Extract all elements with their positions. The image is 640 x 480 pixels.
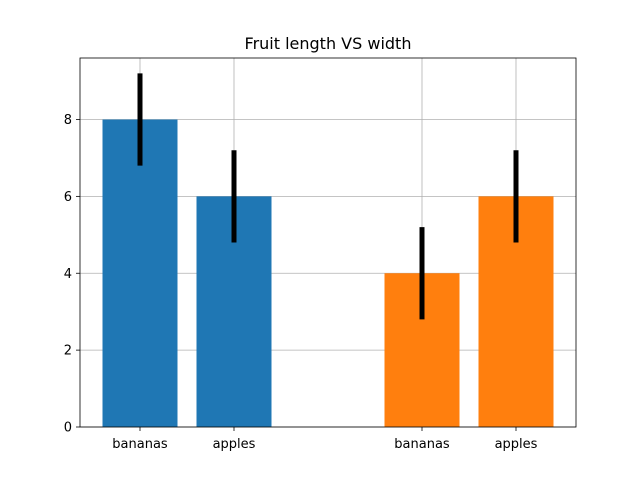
plot-frame <box>79 57 577 428</box>
y-tick-label: 8 <box>64 113 72 128</box>
bar-bananas <box>102 119 178 427</box>
y-tick-label: 4 <box>64 267 72 282</box>
chart-title: Fruit length VS width <box>245 34 412 53</box>
x-tick-label: apples <box>495 437 538 452</box>
x-tick-label: bananas <box>394 437 450 452</box>
x-tick-label: bananas <box>112 437 168 452</box>
bars <box>102 119 554 427</box>
y-tick-label: 6 <box>64 190 72 205</box>
x-tick-label: apples <box>213 437 256 452</box>
y-tick-label: 2 <box>64 344 72 359</box>
axes: 0 2 4 6 8 bananas apples bananas apples <box>64 57 577 452</box>
y-tick-label: 0 <box>64 421 72 436</box>
error-bars <box>137 73 519 320</box>
